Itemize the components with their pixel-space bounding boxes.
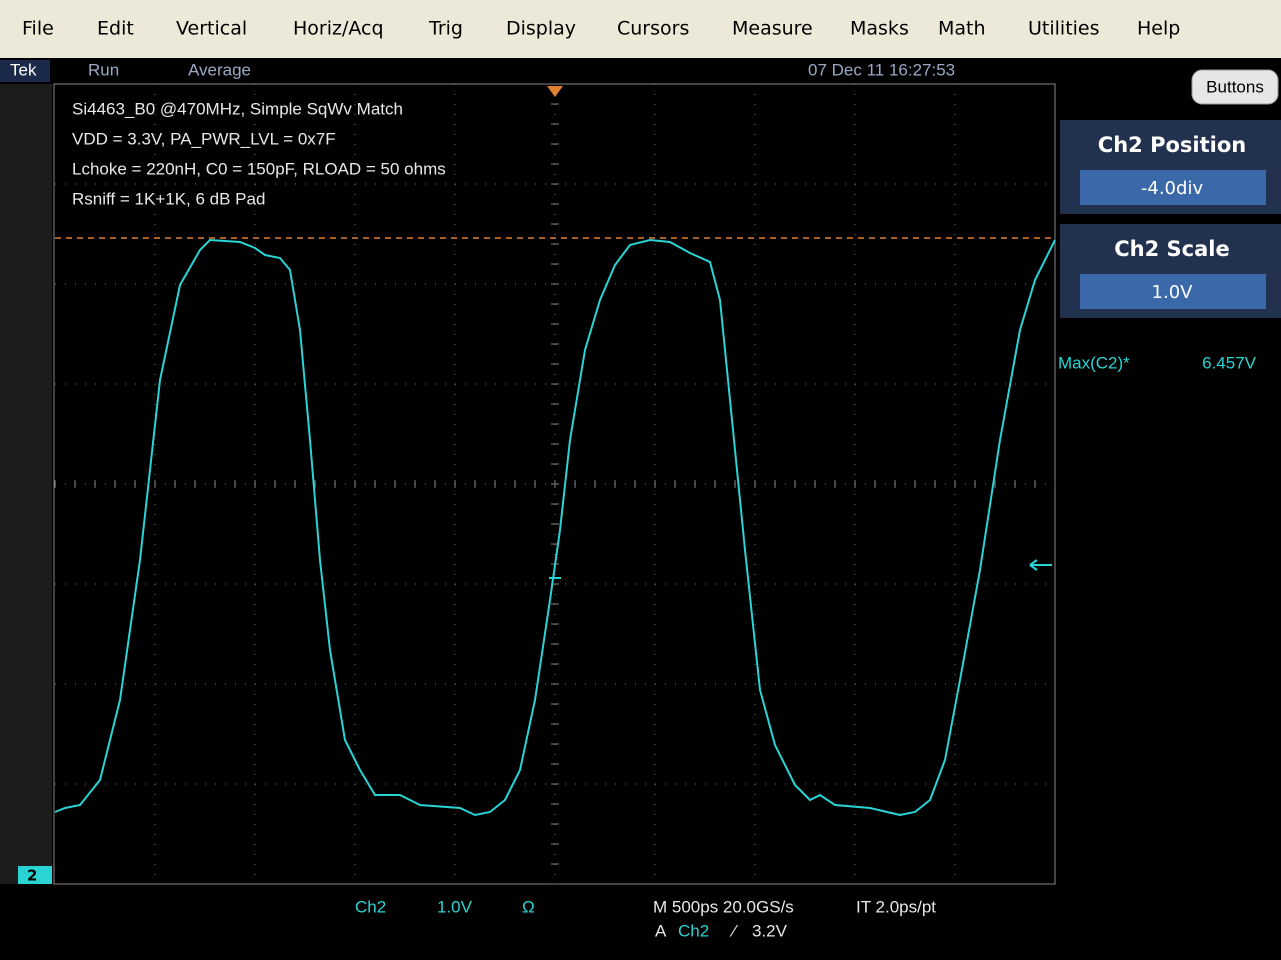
menu-item[interactable]: Help — [1137, 18, 1180, 40]
annotation-line: Lchoke = 220nH, C0 = 150pF, RLOAD = 50 o… — [72, 159, 446, 178]
brand: Tek — [10, 60, 37, 79]
annotation-line: Rsniff = 1K+1K, 6 dB Pad — [72, 189, 265, 208]
annotation-line: Si4463_B0 @470MHz, Simple SqWv Match — [72, 99, 403, 118]
trigger-prefix: A — [655, 921, 667, 940]
graticule — [54, 83, 1056, 885]
menu-item[interactable]: Trig — [428, 18, 463, 40]
trigger-position-marker — [547, 86, 563, 97]
channel-marker-bg — [18, 866, 52, 884]
menu-item[interactable]: Horiz/Acq — [293, 18, 384, 40]
trigger-level: 3.2V — [752, 921, 788, 940]
run-state: Run — [88, 60, 119, 79]
measurement-value: 6.457V — [1202, 353, 1257, 372]
readout-scale: 1.0V — [437, 897, 473, 916]
readout-timebase: M 500ps 20.0GS/s — [653, 897, 794, 916]
menu-item[interactable]: Utilities — [1028, 18, 1100, 40]
buttons-label[interactable]: Buttons — [1206, 77, 1264, 96]
position-value: -4.0div — [1141, 178, 1204, 199]
menu-item[interactable]: Measure — [732, 18, 813, 40]
menu-item[interactable]: Cursors — [617, 18, 689, 40]
waveform — [54, 238, 1056, 817]
menu-item[interactable]: Vertical — [176, 18, 247, 40]
trigger-slope: ⁄ — [729, 921, 739, 940]
annotation-line: VDD = 3.3V, PA_PWR_LVL = 0x7F — [72, 129, 336, 148]
brand-bg — [0, 60, 50, 82]
scale-value: 1.0V — [1152, 282, 1194, 303]
measurement-label: Max(C2)* — [1058, 353, 1130, 372]
menu-item[interactable]: Masks — [850, 18, 909, 40]
readout-channel: Ch2 — [355, 897, 386, 916]
trigger-channel: Ch2 — [678, 921, 709, 940]
menu-bar — [0, 0, 1281, 58]
menu-item[interactable]: File — [22, 18, 54, 40]
timestamp: 07 Dec 11 16:27:53 — [808, 60, 955, 79]
menu-item[interactable]: Math — [938, 18, 986, 40]
scale-label: Ch2 Scale — [1114, 237, 1229, 261]
acq-mode: Average — [188, 60, 251, 79]
scale-value-box[interactable] — [1080, 274, 1266, 309]
buttons-button[interactable] — [1191, 69, 1279, 105]
trigger-level-arrow — [1029, 559, 1052, 571]
menu-item[interactable]: Edit — [97, 18, 134, 40]
readout-coupling: Ω — [522, 897, 535, 916]
position-label: Ch2 Position — [1098, 133, 1246, 157]
readout-resolution: IT 2.0ps/pt — [856, 897, 936, 916]
position-value-box[interactable] — [1080, 170, 1266, 205]
left-strip — [0, 84, 52, 884]
menu-item[interactable]: Display — [506, 18, 576, 40]
channel-marker: 2 — [27, 867, 37, 885]
